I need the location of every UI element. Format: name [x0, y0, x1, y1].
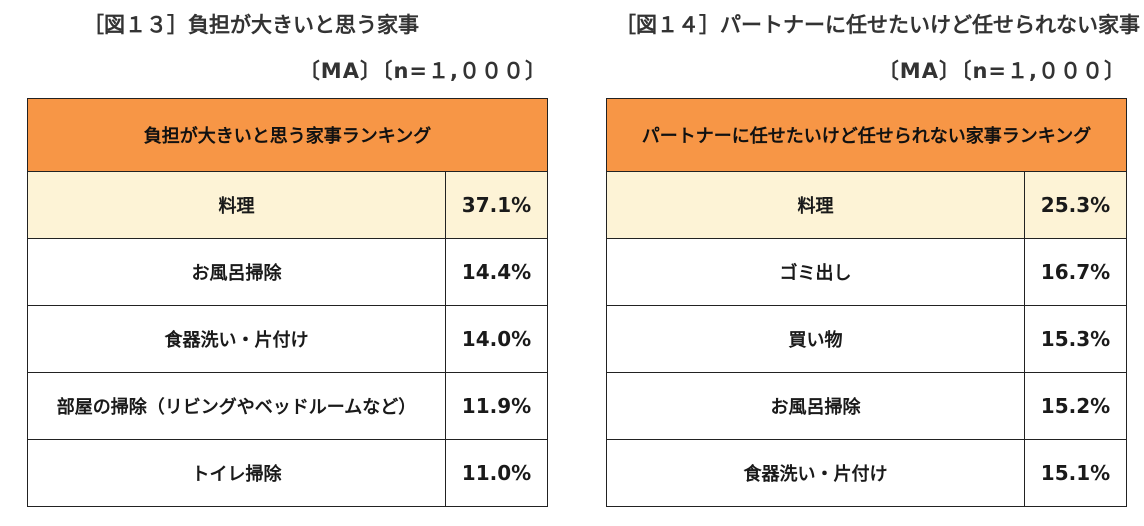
row-item: 部屋の掃除（リビングやベッドルームなど）	[27, 372, 446, 440]
row-percent: 11.9%	[445, 372, 548, 440]
table-row: お風呂掃除 14.4%	[27, 238, 548, 306]
row-percent: 37.1%	[445, 171, 548, 239]
table-row: 食器洗い・片付け 15.1%	[606, 439, 1127, 507]
table-row: 料理 25.3%	[606, 171, 1127, 239]
table-row: トイレ掃除 11.0%	[27, 439, 548, 507]
row-percent: 11.0%	[445, 439, 548, 507]
ranking-table: パートナーに任せたいけど任せられない家事ランキング 料理 25.3% ゴミ出し …	[606, 98, 1127, 507]
row-item: お風呂掃除	[27, 238, 446, 306]
ranking-table: 負担が大きいと思う家事ランキング 料理 37.1% お風呂掃除 14.4% 食器…	[27, 98, 548, 507]
table-row: 料理 37.1%	[27, 171, 548, 239]
table-row: お風呂掃除 15.2%	[606, 372, 1127, 440]
row-percent: 15.1%	[1024, 439, 1127, 507]
table-row: 部屋の掃除（リビングやベッドルームなど） 11.9%	[27, 372, 548, 440]
table-header-row: パートナーに任せたいけど任せられない家事ランキング	[606, 98, 1127, 172]
row-item: 食器洗い・片付け	[27, 305, 446, 373]
table-header: 負担が大きいと思う家事ランキング	[27, 98, 548, 172]
row-percent: 25.3%	[1024, 171, 1127, 239]
row-percent: 15.2%	[1024, 372, 1127, 440]
row-percent: 14.0%	[445, 305, 548, 373]
row-item: 料理	[606, 171, 1025, 239]
row-item: トイレ掃除	[27, 439, 446, 507]
table-header-row: 負担が大きいと思う家事ランキング	[27, 98, 548, 172]
row-percent: 15.3%	[1024, 305, 1127, 373]
row-percent: 14.4%	[445, 238, 548, 306]
figure-subtitle: 〔MA〕〔n=１,０００〕	[877, 59, 1126, 83]
table-row: ゴミ出し 16.7%	[606, 238, 1127, 306]
row-percent: 16.7%	[1024, 238, 1127, 306]
row-item: お風呂掃除	[606, 372, 1025, 440]
row-item: 食器洗い・片付け	[606, 439, 1025, 507]
figure-title: ［図１４］パートナーに任せたいけど任せられない家事	[615, 13, 1140, 37]
table-header: パートナーに任せたいけど任せられない家事ランキング	[606, 98, 1127, 172]
table-row: 買い物 15.3%	[606, 305, 1127, 373]
figure-title: ［図１３］負担が大きいと思う家事	[83, 13, 419, 37]
row-item: ゴミ出し	[606, 238, 1025, 306]
figure-subtitle: 〔MA〕〔n=１,０００〕	[298, 59, 547, 83]
row-item: 料理	[27, 171, 446, 239]
table-row: 食器洗い・片付け 14.0%	[27, 305, 548, 373]
row-item: 買い物	[606, 305, 1025, 373]
